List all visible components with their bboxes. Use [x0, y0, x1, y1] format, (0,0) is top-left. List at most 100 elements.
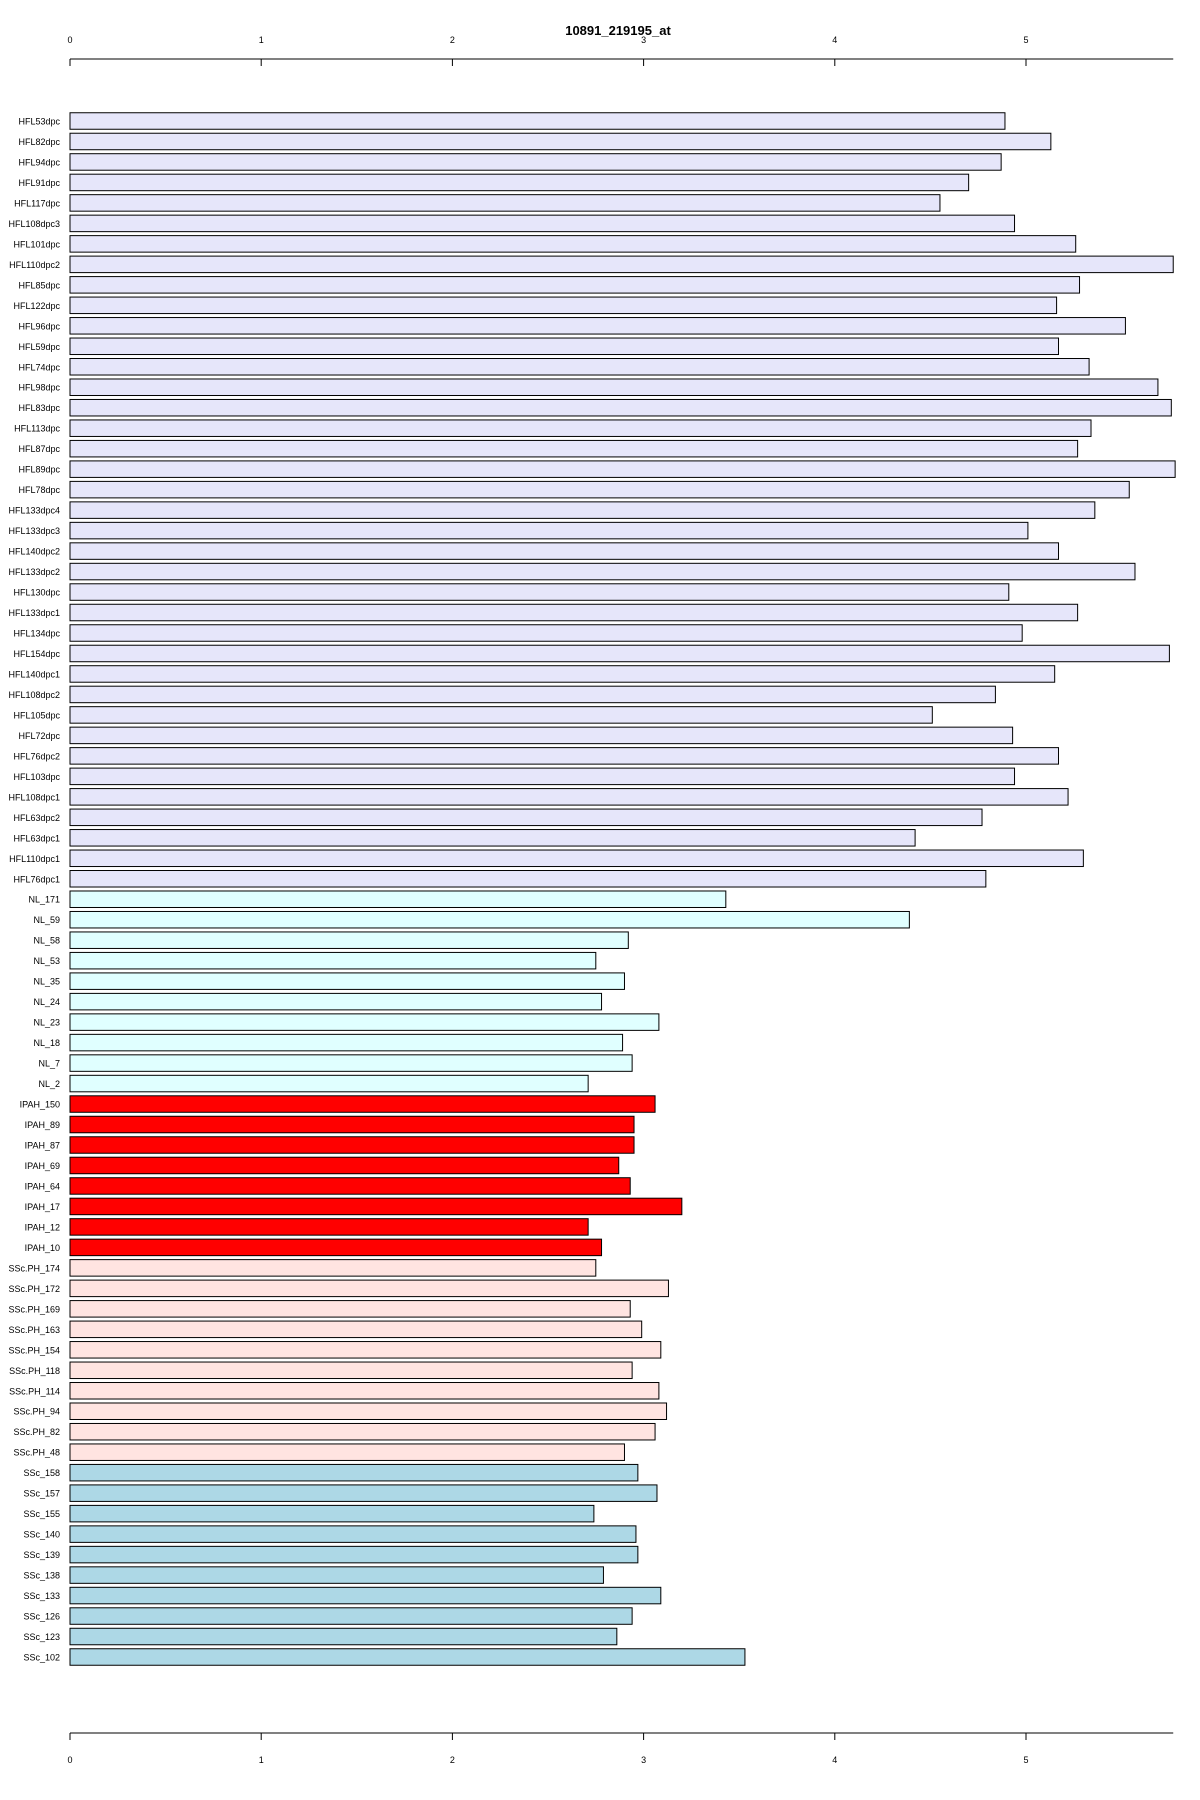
bar-HFL140dpc2	[69, 542, 1060, 560]
bar-HFL134dpc	[69, 624, 1023, 642]
category-label-SSc.PH_163: SSc.PH_163	[8, 1325, 60, 1335]
bar-IPAH_89	[69, 1115, 635, 1134]
bar-NL_7	[69, 1054, 633, 1072]
category-label-HFL59dpc: HFL59dpc	[18, 342, 60, 352]
bar-IPAH_12	[69, 1218, 589, 1236]
bar-SSc.PH_154	[69, 1341, 662, 1359]
category-label-HFL122dpc: HFL122dpc	[13, 301, 60, 311]
bar-SSc.PH_169	[69, 1300, 631, 1318]
bottom-tick-label: 2	[450, 1755, 455, 1765]
category-label-NL_58: NL_58	[33, 936, 60, 946]
bar-SSc_155	[69, 1504, 595, 1523]
category-label-IPAH_89: IPAH_89	[25, 1120, 60, 1130]
category-label-HFL105dpc: HFL105dpc	[13, 710, 60, 720]
category-label-HFL133dpc2: HFL133dpc2	[8, 567, 60, 577]
bar-HFL89dpc	[69, 460, 1176, 478]
category-label-NL_18: NL_18	[33, 1038, 60, 1048]
category-label-SSc.PH_154: SSc.PH_154	[8, 1345, 60, 1355]
category-label-IPAH_64: IPAH_64	[25, 1181, 60, 1191]
category-label-SSc.PH_174: SSc.PH_174	[8, 1263, 60, 1273]
bar-SSc_123	[69, 1627, 618, 1646]
bar-HFL94dpc	[69, 153, 1002, 171]
category-label-HFL98dpc: HFL98dpc	[18, 383, 60, 393]
bar-SSc_139	[69, 1545, 639, 1564]
bar-HFL83dpc	[69, 398, 1172, 417]
bar-IPAH_87	[69, 1136, 635, 1154]
category-label-SSc_140: SSc_140	[23, 1530, 60, 1540]
bar-SSc_126	[69, 1607, 633, 1625]
category-label-HFL89dpc: HFL89dpc	[18, 465, 60, 475]
bar-SSc.PH_118	[69, 1361, 633, 1380]
bar-HFL82dpc	[69, 132, 1052, 151]
bar-HFL85dpc	[69, 276, 1081, 294]
category-label-HFL134dpc: HFL134dpc	[13, 629, 60, 639]
category-label-HFL76dpc2: HFL76dpc2	[13, 751, 60, 761]
top-tick-label: 0	[67, 35, 72, 45]
bar-SSc.PH_174	[69, 1259, 597, 1277]
bar-NL_59	[69, 910, 910, 929]
bar-SSc.PH_163	[69, 1320, 643, 1339]
category-label-IPAH_12: IPAH_12	[25, 1222, 60, 1232]
bar-HFL133dpc1	[69, 603, 1079, 622]
bottom-tick-label: 4	[832, 1755, 837, 1765]
bar-HFL110dpc2	[69, 255, 1174, 274]
category-label-NL_2: NL_2	[38, 1079, 60, 1089]
category-label-HFL74dpc: HFL74dpc	[18, 362, 60, 372]
category-label-HFL94dpc: HFL94dpc	[18, 157, 60, 167]
bar-HFL63dpc2	[69, 808, 983, 827]
category-label-NL_7: NL_7	[38, 1059, 60, 1069]
category-label-HFL63dpc1: HFL63dpc1	[13, 833, 60, 843]
category-label-HFL91dpc: HFL91dpc	[18, 178, 60, 188]
category-label-SSc_133: SSc_133	[23, 1591, 60, 1601]
category-label-SSc_126: SSc_126	[23, 1612, 60, 1622]
bar-SSc_102	[69, 1648, 746, 1666]
bar-IPAH_69	[69, 1156, 620, 1175]
bottom-tick-label: 1	[259, 1755, 264, 1765]
bar-SSc.PH_82	[69, 1422, 656, 1441]
bar-NL_2	[69, 1074, 589, 1093]
category-label-HFL85dpc: HFL85dpc	[18, 280, 60, 290]
bar-SSc.PH_172	[69, 1279, 669, 1298]
category-label-HFL53dpc: HFL53dpc	[18, 117, 60, 127]
category-label-HFL133dpc4: HFL133dpc4	[8, 506, 60, 516]
category-label-SSc_139: SSc_139	[23, 1550, 60, 1560]
category-label-HFL117dpc: HFL117dpc	[14, 198, 60, 208]
top-tick-label: 3	[641, 35, 646, 45]
bar-HFL103dpc	[69, 767, 1016, 786]
category-label-HFL103dpc: HFL103dpc	[13, 772, 60, 782]
bar-HFL108dpc1	[69, 788, 1069, 806]
bar-SSc_138	[69, 1566, 604, 1584]
bar-HFL98dpc	[69, 378, 1159, 396]
category-label-HFL133dpc1: HFL133dpc1	[8, 608, 60, 618]
bottom-tick-label: 0	[67, 1755, 72, 1765]
bar-SSc_140	[69, 1525, 637, 1543]
category-label-HFL82dpc: HFL82dpc	[18, 137, 60, 147]
bar-SSc_158	[69, 1463, 639, 1482]
top-tick-label: 2	[450, 35, 455, 45]
category-label-HFL154dpc: HFL154dpc	[13, 649, 60, 659]
bar-NL_18	[69, 1033, 624, 1052]
category-label-SSc.PH_94: SSc.PH_94	[13, 1407, 60, 1417]
category-label-HFL108dpc2: HFL108dpc2	[8, 690, 60, 700]
category-label-SSc_158: SSc_158	[23, 1468, 60, 1478]
category-label-NL_171: NL_171	[28, 895, 60, 905]
bar-HFL105dpc	[69, 706, 933, 724]
bar-HFL72dpc	[69, 726, 1014, 745]
category-label-SSc_123: SSc_123	[23, 1632, 60, 1642]
bar-HFL133dpc4	[69, 501, 1096, 519]
bar-HFL76dpc1	[69, 870, 987, 888]
bottom-tick-label: 5	[1023, 1755, 1028, 1765]
category-label-HFL110dpc2: HFL110dpc2	[9, 260, 60, 270]
bar-NL_53	[69, 951, 597, 970]
category-label-SSc.PH_118: SSc.PH_118	[9, 1366, 60, 1376]
category-label-SSc.PH_169: SSc.PH_169	[8, 1304, 60, 1314]
bar-HFL108dpc2	[69, 685, 996, 704]
category-label-SSc.PH_172: SSc.PH_172	[8, 1284, 60, 1294]
bar-HFL110dpc1	[69, 849, 1084, 868]
category-label-HFL78dpc: HFL78dpc	[18, 485, 60, 495]
bars	[69, 112, 1176, 1666]
category-label-HFL133dpc3: HFL133dpc3	[8, 526, 60, 536]
category-label-SSc_155: SSc_155	[23, 1509, 60, 1519]
bar-HFL87dpc	[69, 439, 1079, 458]
category-label-HFL76dpc1: HFL76dpc1	[13, 874, 60, 884]
